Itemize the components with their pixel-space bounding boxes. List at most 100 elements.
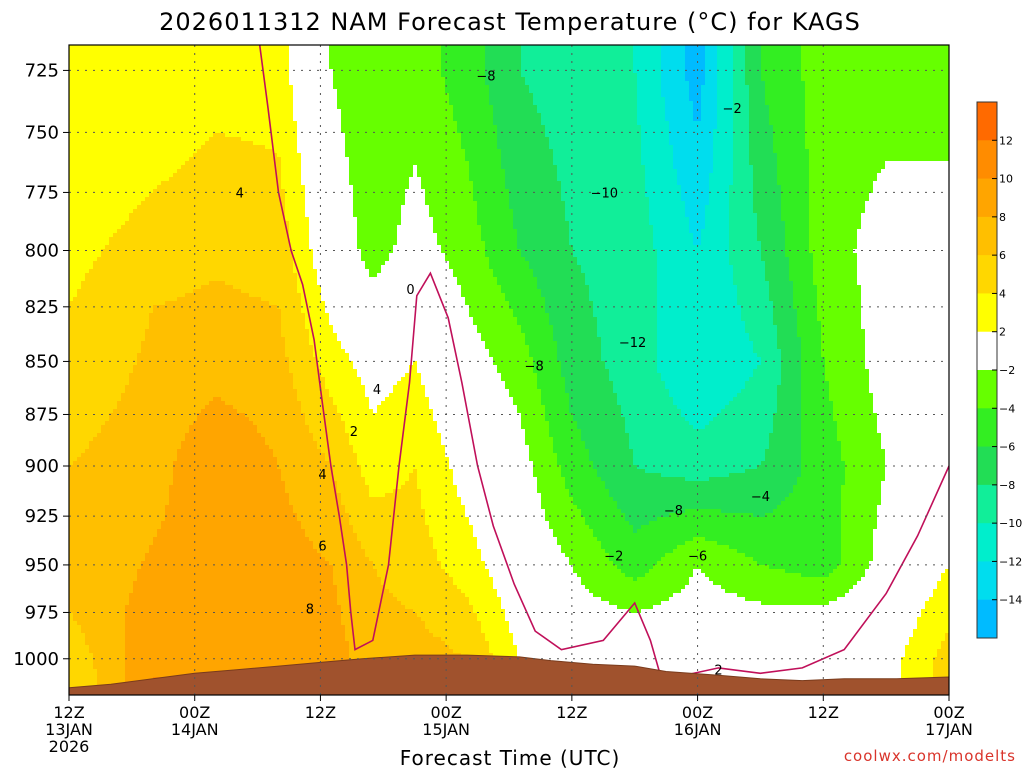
field-cell — [101, 601, 106, 606]
field-cell — [153, 145, 158, 150]
field-cell — [121, 229, 126, 234]
field-cell — [81, 117, 86, 122]
field-cell — [89, 521, 94, 526]
field-cell — [141, 425, 146, 430]
field-cell — [93, 449, 98, 454]
field-cell — [137, 653, 142, 658]
field-cell — [93, 649, 98, 654]
field-cell — [137, 97, 142, 102]
field-cell — [157, 393, 162, 398]
field-cell — [149, 613, 154, 618]
field-cell — [121, 285, 126, 290]
field-cell — [77, 209, 82, 214]
field-cell — [73, 117, 78, 122]
field-cell — [153, 89, 158, 94]
field-cell — [93, 69, 98, 74]
field-cell — [117, 485, 122, 490]
field-cell — [109, 297, 114, 302]
field-cell — [169, 357, 174, 362]
field-cell — [133, 69, 138, 74]
field-cell — [149, 373, 154, 378]
field-cell — [125, 381, 130, 386]
field-cell — [161, 213, 166, 218]
field-cell — [113, 165, 118, 170]
field-cell — [113, 209, 118, 214]
field-cell — [105, 625, 110, 630]
field-cell — [73, 405, 78, 410]
field-cell — [93, 565, 98, 570]
field-cell — [121, 257, 126, 262]
field-cell — [141, 545, 146, 550]
field-cell — [81, 449, 86, 454]
field-cell — [69, 173, 74, 178]
field-cell — [73, 145, 78, 150]
field-cell — [113, 213, 118, 218]
field-cell — [105, 341, 110, 346]
field-cell — [89, 65, 94, 70]
field-cell — [133, 569, 138, 574]
field-cell — [73, 321, 78, 326]
field-cell — [125, 225, 130, 230]
field-cell — [93, 521, 98, 526]
field-cell — [101, 117, 106, 122]
field-cell — [165, 137, 170, 142]
field-cell — [153, 305, 158, 310]
field-cell — [89, 225, 94, 230]
field-cell — [77, 433, 82, 438]
field-cell — [101, 57, 106, 62]
field-cell — [121, 345, 126, 350]
field-cell — [69, 593, 74, 598]
field-cell — [153, 489, 158, 494]
field-cell — [129, 397, 134, 402]
field-cell — [89, 549, 94, 554]
field-cell — [157, 317, 162, 322]
field-cell — [149, 665, 154, 670]
field-cell — [73, 537, 78, 542]
field-cell — [161, 357, 166, 362]
field-cell — [153, 77, 158, 82]
field-cell — [137, 425, 142, 430]
field-cell — [145, 573, 150, 578]
field-cell — [69, 97, 74, 102]
field-cell — [105, 585, 110, 590]
field-cell — [93, 125, 98, 130]
field-cell — [125, 513, 130, 518]
field-cell — [85, 181, 90, 186]
field-cell — [81, 445, 86, 450]
field-cell — [69, 641, 74, 646]
field-cell — [101, 377, 106, 382]
field-cell — [109, 253, 114, 258]
field-cell — [73, 677, 78, 682]
field-cell — [133, 657, 138, 662]
field-cell — [149, 501, 154, 506]
field-cell — [137, 125, 142, 130]
field-cell — [81, 213, 86, 218]
field-cell — [149, 125, 154, 130]
field-cell — [125, 45, 130, 50]
field-cell — [145, 281, 150, 286]
field-cell — [109, 245, 114, 250]
field-cell — [121, 125, 126, 130]
field-cell — [149, 473, 154, 478]
field-cell — [105, 209, 110, 214]
field-cell — [157, 553, 162, 558]
field-cell — [125, 253, 130, 258]
field-cell — [109, 537, 114, 542]
field-cell — [101, 501, 106, 506]
field-cell — [153, 361, 158, 366]
field-cell — [125, 449, 130, 454]
field-cell — [97, 125, 102, 130]
field-cell — [165, 173, 170, 178]
field-cell — [117, 325, 122, 330]
field-cell — [157, 541, 162, 546]
field-cell — [161, 637, 166, 642]
field-cell — [97, 661, 102, 666]
field-cell — [81, 241, 86, 246]
field-cell — [105, 49, 110, 54]
field-cell — [133, 421, 138, 426]
field-cell — [161, 533, 166, 538]
field-cell — [117, 49, 122, 54]
field-cell — [97, 505, 102, 510]
field-cell — [81, 201, 86, 206]
field-cell — [77, 605, 82, 610]
